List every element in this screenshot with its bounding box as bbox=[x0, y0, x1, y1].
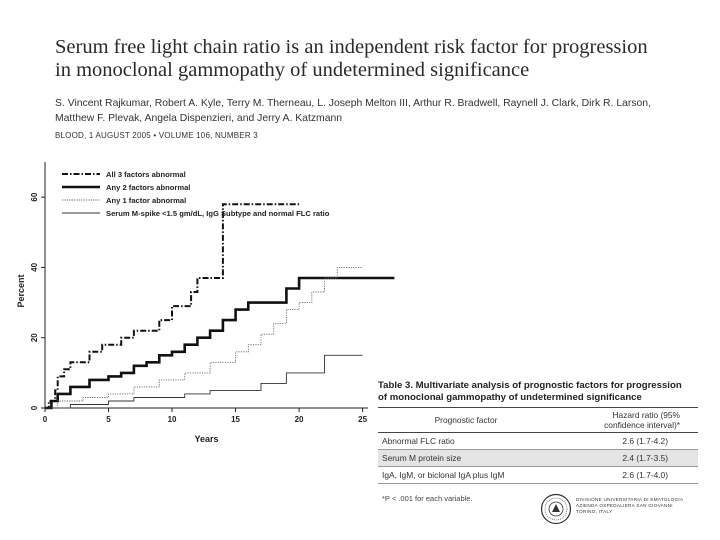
x-tick-label: 15 bbox=[231, 415, 240, 424]
article-title: Serum free light chain ratio is an indep… bbox=[55, 36, 695, 82]
x-tick-label: 0 bbox=[43, 415, 48, 424]
x-tick-label: 25 bbox=[358, 415, 367, 424]
factor-cell: Abnormal FLC ratio bbox=[382, 436, 455, 446]
hazard-ratio-cell: 2.6 (1.7-4.0) bbox=[622, 470, 668, 480]
col-header-hazard-ratio: Hazard ratio (95% confidence interval)* bbox=[554, 408, 698, 433]
col-header-line: confidence interval)* bbox=[604, 420, 680, 430]
institution-line: DIVISIONE UNIVERSITARIA DI EMATOLOGIA bbox=[576, 497, 684, 502]
table-footnote: *P < .001 for each variable. bbox=[382, 494, 473, 503]
table-3: Table 3. Multivariate analysis of progno… bbox=[378, 380, 698, 503]
x-tick-label: 20 bbox=[295, 415, 304, 424]
factor-cell: IgA, IgM, or biclonal IgA plus IgM bbox=[382, 470, 505, 480]
y-tick-label: 60 bbox=[30, 192, 39, 201]
university-seal-icon bbox=[540, 493, 572, 525]
table-title: Table 3. Multivariate analysis of progno… bbox=[378, 380, 698, 403]
x-tick-label: 10 bbox=[168, 415, 177, 424]
series-line bbox=[45, 276, 395, 410]
table-title-line: of monoclonal gammopathy of undetermined… bbox=[378, 391, 642, 403]
legend-label: Serum M-spike <1.5 gm/dL, IgG Subtype an… bbox=[106, 209, 330, 218]
legend-label: Any 2 factors abnormal bbox=[106, 183, 190, 192]
x-tick-label: 5 bbox=[106, 415, 111, 424]
legend-label: Any 1 factor abnormal bbox=[106, 196, 186, 205]
series-line bbox=[45, 203, 300, 409]
table-row: IgA, IgM, or biclonal IgA plus IgM 2.6 (… bbox=[378, 467, 698, 484]
institution-line: TORINO, ITALY bbox=[576, 509, 613, 514]
hazard-ratio-cell: 2.4 (1.7-3.5) bbox=[622, 453, 668, 463]
institution-text: DIVISIONE UNIVERSITARIA DI EMATOLOGIA AZ… bbox=[576, 497, 683, 515]
authors-line: Matthew F. Plevak, Angela Dispenzieri, a… bbox=[55, 113, 343, 124]
y-axis-title: Percent bbox=[16, 274, 26, 307]
y-tick-label: 0 bbox=[30, 405, 39, 410]
hazard-ratio-cell: 2.6 (1.7-4.2) bbox=[622, 436, 668, 446]
x-axis-title: Years bbox=[194, 434, 218, 444]
legend-label: All 3 factors abnormal bbox=[106, 170, 186, 179]
authors-line: S. Vincent Rajkumar, Robert A. Kyle, Ter… bbox=[55, 98, 651, 109]
series-line bbox=[45, 354, 363, 409]
col-header-factor: Prognostic factor bbox=[434, 415, 498, 425]
y-tick-label: 20 bbox=[30, 333, 39, 342]
table-title-line: Table 3. Multivariate analysis of progno… bbox=[378, 380, 682, 391]
title-line: in monoclonal gammopathy of undetermined… bbox=[55, 59, 530, 81]
institution-line: AZIENDA OSPEDALIERA SAN GIOVANNI bbox=[576, 503, 673, 508]
col-header-line: Hazard ratio (95% bbox=[612, 410, 681, 420]
table-row: Serum M protein size 2.4 (1.7-3.5) bbox=[378, 449, 698, 467]
journal-citation: BLOOD, 1 AUGUST 2005 • VOLUME 106, NUMBE… bbox=[55, 131, 258, 140]
y-tick-label: 40 bbox=[30, 262, 39, 271]
hazard-ratio-table: Prognostic factor Hazard ratio (95% conf… bbox=[378, 407, 698, 484]
title-line: Serum free light chain ratio is an indep… bbox=[55, 36, 648, 58]
author-list: S. Vincent Rajkumar, Robert A. Kyle, Ter… bbox=[55, 96, 705, 126]
series-line bbox=[45, 266, 363, 409]
table-row: Abnormal FLC ratio 2.6 (1.7-4.2) bbox=[378, 433, 698, 450]
factor-cell: Serum M protein size bbox=[382, 453, 462, 463]
